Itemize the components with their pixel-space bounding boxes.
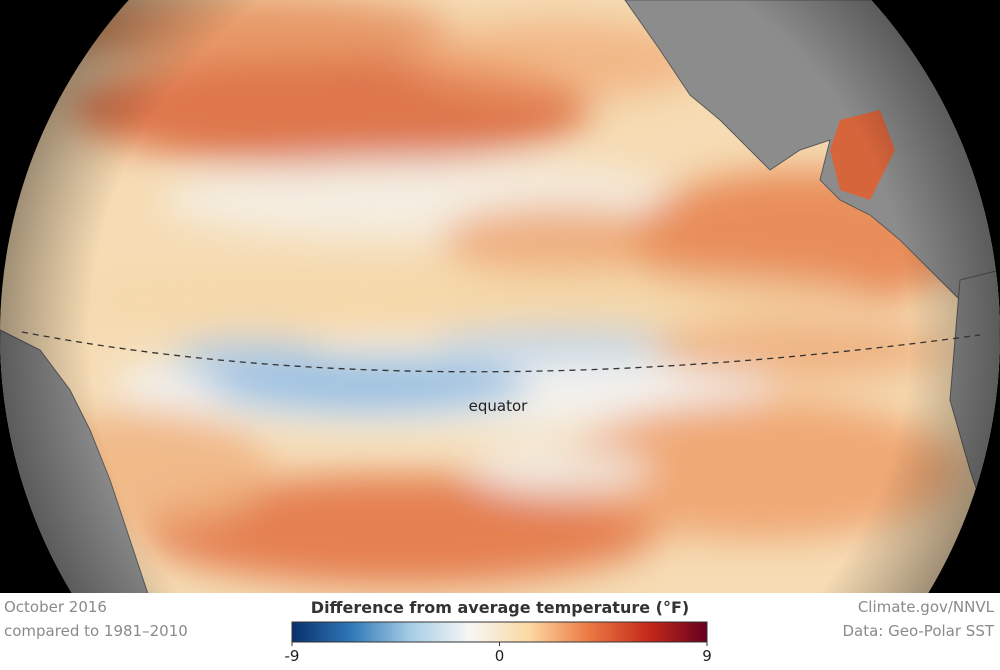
data-source-label: Data: Geo-Polar SST [842,622,994,640]
colorbar-tick-label: 0 [495,647,505,665]
date-label: October 2016 [4,598,107,616]
colorbar-tick-label: 9 [702,647,712,665]
equator-line [21,331,981,373]
source-label: Climate.gov/NNVL [858,598,995,616]
baseline-label: compared to 1981–2010 [4,622,188,640]
globe: equator [0,0,1000,593]
equator-label: equator [469,397,529,415]
colorbar-tick-label: -9 [285,647,300,665]
colorbar: -9 0 9 [285,621,712,665]
colorbar-scale [291,621,708,643]
colorbar-title: Difference from average temperature (°F) [311,598,689,617]
